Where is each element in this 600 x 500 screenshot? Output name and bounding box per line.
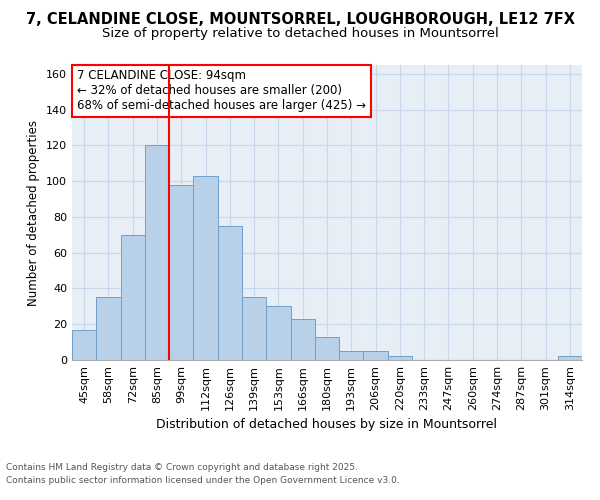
Y-axis label: Number of detached properties: Number of detached properties [28,120,40,306]
Text: 7, CELANDINE CLOSE, MOUNTSORREL, LOUGHBOROUGH, LE12 7FX: 7, CELANDINE CLOSE, MOUNTSORREL, LOUGHBO… [25,12,575,28]
Bar [193,176,218,360]
Bar [121,235,145,360]
Bar [169,185,193,360]
Text: 7 CELANDINE CLOSE: 94sqm
← 32% of detached houses are smaller (200)
68% of semi-: 7 CELANDINE CLOSE: 94sqm ← 32% of detach… [77,70,366,112]
X-axis label: Distribution of detached houses by size in Mountsorrel: Distribution of detached houses by size … [157,418,497,432]
Bar [96,298,121,360]
Bar [218,226,242,360]
Bar [145,146,169,360]
Bar [364,351,388,360]
Bar [339,351,364,360]
Text: Size of property relative to detached houses in Mountsorrel: Size of property relative to detached ho… [101,28,499,40]
Bar [290,319,315,360]
Text: Contains HM Land Registry data © Crown copyright and database right 2025.: Contains HM Land Registry data © Crown c… [6,464,358,472]
Text: Contains public sector information licensed under the Open Government Licence v3: Contains public sector information licen… [6,476,400,485]
Bar [72,330,96,360]
Bar [388,356,412,360]
Bar [242,298,266,360]
Bar [266,306,290,360]
Bar [315,337,339,360]
Bar [558,356,582,360]
